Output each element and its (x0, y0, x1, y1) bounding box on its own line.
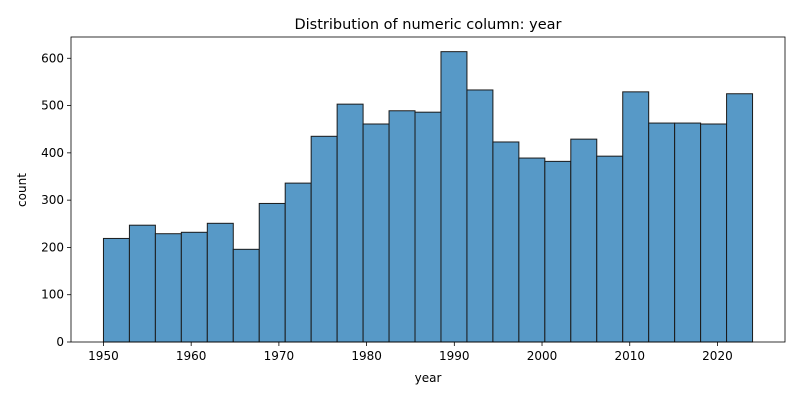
x-tick-label: 1970 (264, 349, 295, 363)
histogram-bar (726, 93, 754, 343)
histogram-bar (596, 155, 624, 343)
x-tick-label: 1990 (439, 349, 470, 363)
histogram-bar (284, 182, 312, 343)
histogram-bar (128, 224, 156, 343)
x-tick-label: 2010 (614, 349, 645, 363)
x-axis-ticks: 1950 1960 1970 1980 1990 2000 2010 2020 (88, 342, 733, 363)
y-axis-ticks: 0 100 200 300 400 500 600 (41, 51, 71, 349)
histogram-bar (518, 157, 546, 343)
x-tick-label: 1950 (88, 349, 119, 363)
histogram-bar (258, 202, 286, 343)
histogram-bar (440, 51, 468, 343)
histogram-bar (622, 91, 650, 343)
x-tick-label: 2000 (527, 349, 558, 363)
histogram-bar (154, 233, 182, 343)
chart-title: Distribution of numeric column: year (294, 17, 561, 33)
histogram-bar (414, 111, 442, 343)
histogram-bar (362, 123, 390, 343)
y-tick-label: 500 (41, 99, 64, 113)
histogram-bar (232, 248, 260, 343)
y-tick-label: 400 (41, 146, 64, 160)
x-axis-label: year (415, 371, 442, 385)
y-tick-label: 200 (41, 240, 64, 254)
histogram-bar (336, 103, 364, 343)
y-tick-label: 600 (41, 51, 64, 65)
histogram-bar (674, 122, 702, 343)
histogram-bar (102, 237, 130, 343)
histogram-bar (544, 160, 572, 343)
x-tick-label: 1960 (176, 349, 207, 363)
x-tick-label: 1980 (351, 349, 382, 363)
y-tick-label: 300 (41, 193, 64, 207)
histogram-bar (700, 123, 728, 343)
histogram-bar (206, 222, 234, 343)
histogram-bar (466, 89, 494, 343)
histogram-bar (648, 122, 676, 343)
histogram-bar (388, 110, 416, 343)
histogram-bar (180, 231, 208, 343)
histogram-bar (310, 135, 338, 343)
y-axis-label: count (15, 173, 29, 207)
y-tick-label: 0 (56, 335, 64, 349)
bars-group (102, 51, 754, 343)
histogram-bar (570, 138, 598, 343)
x-tick-label: 2020 (702, 349, 733, 363)
histogram-bar (492, 141, 520, 343)
plot-area-frame (70, 36, 786, 343)
y-tick-label: 100 (41, 288, 64, 302)
